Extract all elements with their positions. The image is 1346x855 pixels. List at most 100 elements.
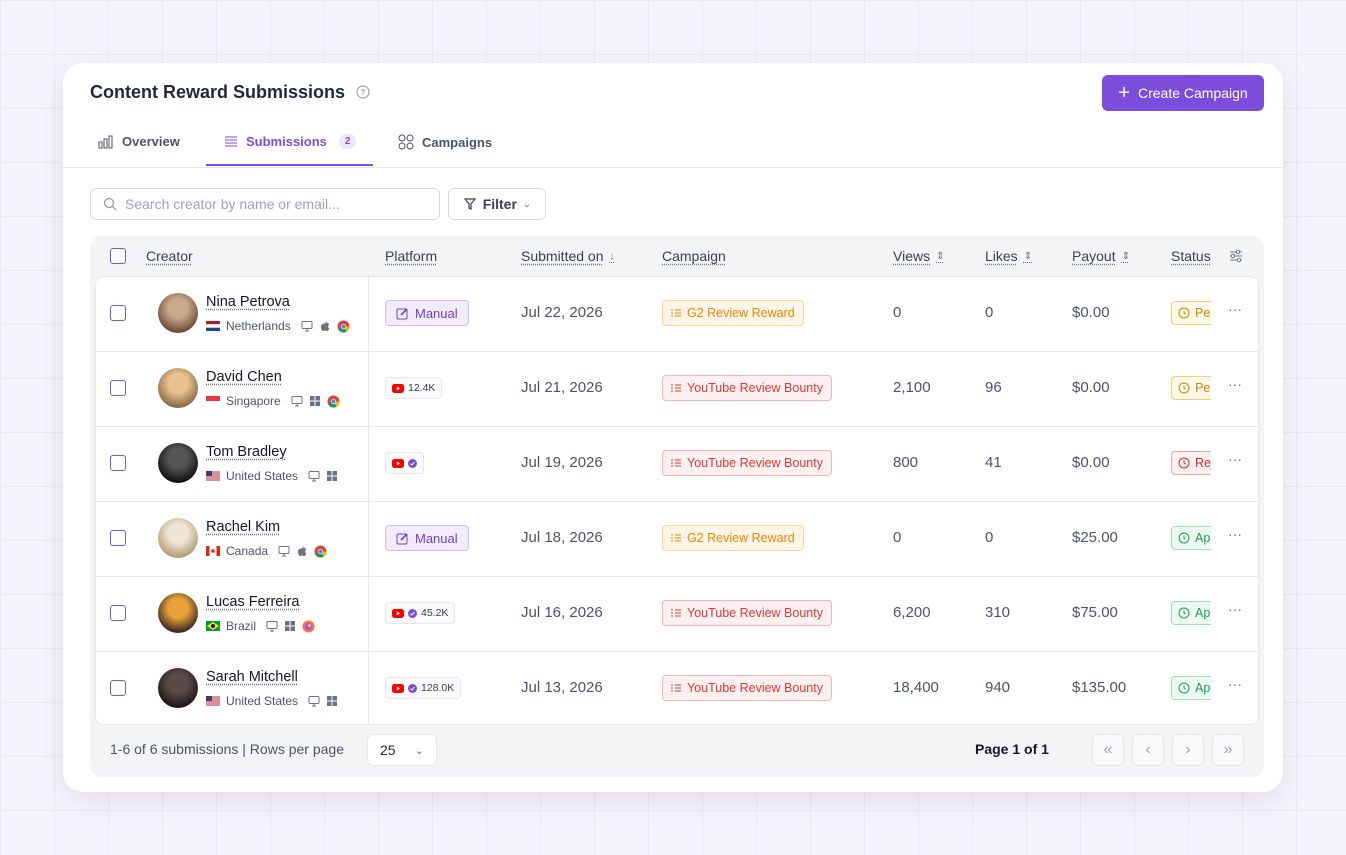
creator-name[interactable]: Rachel Kim <box>206 519 281 535</box>
tab-label: Overview <box>122 134 180 149</box>
row-checkbox[interactable] <box>110 455 126 471</box>
column-header[interactable]: Submitted on ↓ <box>521 248 615 264</box>
likes: 940 <box>985 679 1011 696</box>
campaign-name: G2 Review Reward <box>687 531 795 545</box>
columns-settings[interactable] <box>1229 249 1243 268</box>
creator-name[interactable]: David Chen <box>206 369 282 385</box>
verified-icon <box>408 608 417 618</box>
country: Brazil <box>226 619 257 633</box>
creator-name[interactable]: Nina Petrova <box>206 294 290 310</box>
last-page-button[interactable]: » <box>1212 734 1244 766</box>
row-divider <box>96 351 1258 352</box>
first-page-button[interactable]: « <box>1092 734 1124 766</box>
column-header[interactable]: Likes ⇕ <box>985 248 1032 264</box>
header-checkbox[interactable] <box>110 248 126 264</box>
column-label: Views <box>893 248 931 264</box>
rows-per-page-select[interactable]: 25 ⌄ <box>367 734 437 766</box>
footer-summary: 1-6 of 6 submissions | Rows per page <box>110 741 344 757</box>
row-actions[interactable]: ··· <box>1228 376 1242 392</box>
tab-label: Submissions <box>246 134 327 149</box>
device-icon <box>337 320 350 333</box>
creator-meta: Brazil <box>206 619 315 633</box>
column-label: Creator <box>146 248 193 264</box>
row-checkbox[interactable] <box>110 680 126 696</box>
flag <box>206 546 220 556</box>
platform-label: 45.2K <box>421 607 449 619</box>
column-header[interactable]: Creator <box>146 248 193 264</box>
prev-page-button[interactable]: ‹ <box>1132 734 1164 766</box>
search-input[interactable]: Search creator by name or email... <box>90 188 440 220</box>
platform-badge: Manual <box>385 300 469 326</box>
row-checkbox[interactable] <box>110 605 126 621</box>
platform-badge: Manual <box>385 525 469 551</box>
platform-badge <box>385 452 424 474</box>
creator-name[interactable]: Sarah Mitchell <box>206 669 298 685</box>
table-body <box>95 276 1259 725</box>
device-icon <box>319 320 331 332</box>
device-icon <box>308 695 320 707</box>
row-actions[interactable]: ··· <box>1228 526 1242 542</box>
creator-name[interactable]: Tom Bradley <box>206 444 287 460</box>
device-icon <box>327 395 340 408</box>
views: 6,200 <box>893 604 931 621</box>
status-clip: Approved <box>1171 676 1211 700</box>
row-divider <box>96 426 1258 427</box>
row-actions[interactable]: ··· <box>1228 301 1242 317</box>
filter-button[interactable]: Filter ⌄ <box>448 188 546 220</box>
column-header[interactable]: Views ⇕ <box>893 248 944 264</box>
platform-label: Manual <box>415 530 458 546</box>
likes: 41 <box>985 454 1002 471</box>
column-label: Likes <box>985 248 1018 264</box>
submitted-date: Jul 21, 2026 <box>521 379 603 396</box>
row-actions[interactable]: ··· <box>1228 676 1242 692</box>
device-icon <box>284 620 296 632</box>
country: United States <box>226 694 299 708</box>
tab[interactable]: Submissions 2 <box>224 134 357 149</box>
create-campaign-button[interactable]: + Create Campaign <box>1102 75 1264 111</box>
tab-label: Campaigns <box>422 134 493 150</box>
platform-label: 128.0K <box>421 682 455 694</box>
status-badge: Rejected <box>1171 451 1211 475</box>
column-header[interactable]: Payout ⇕ <box>1072 248 1130 264</box>
submitted-date: Jul 16, 2026 <box>521 604 603 621</box>
page-title: Content Reward Submissions ? <box>90 82 370 103</box>
status-badge: Approved <box>1171 676 1211 700</box>
device-icon <box>314 545 327 558</box>
rows-per-page-value: 25 <box>380 742 396 758</box>
tab[interactable]: Overview <box>98 134 180 149</box>
avatar <box>158 443 198 483</box>
flag <box>206 696 220 706</box>
next-page-button[interactable]: › <box>1172 734 1204 766</box>
campaign-badge: G2 Review Reward <box>662 300 804 326</box>
payout: $0.00 <box>1072 304 1110 321</box>
creator-name[interactable]: Lucas Ferreira <box>206 594 300 610</box>
likes: 0 <box>985 304 994 321</box>
column-header[interactable]: Platform <box>385 248 437 264</box>
row-checkbox[interactable] <box>110 305 126 321</box>
campaign-badge: YouTube Review Bounty <box>662 600 832 626</box>
column-header[interactable]: Campaign <box>662 248 726 264</box>
sort-icon: ⇕ <box>936 250 945 262</box>
status-clip: Pending <box>1171 301 1211 325</box>
row-actions[interactable]: ··· <box>1228 601 1242 617</box>
views: 18,400 <box>893 679 939 696</box>
row-checkbox[interactable] <box>110 380 126 396</box>
status-label: Approved <box>1195 681 1211 695</box>
payout: $0.00 <box>1072 379 1110 396</box>
platform-badge: 12.4K <box>385 377 443 399</box>
campaign-name: YouTube Review Bounty <box>687 456 823 470</box>
tab[interactable]: Campaigns <box>398 134 492 150</box>
row-checkbox[interactable] <box>110 530 126 546</box>
column-label: Campaign <box>662 248 726 264</box>
row-actions[interactable]: ··· <box>1228 451 1242 467</box>
help-icon[interactable]: ? <box>356 85 370 99</box>
views: 0 <box>893 304 902 321</box>
column-header[interactable]: Status <box>1171 248 1211 264</box>
device-icon <box>326 695 338 707</box>
status-clip: Rejected <box>1171 451 1211 475</box>
device-icon <box>266 620 278 632</box>
device-icon <box>302 620 315 633</box>
creator-meta: United States <box>206 469 338 483</box>
submitted-date: Jul 19, 2026 <box>521 454 603 471</box>
